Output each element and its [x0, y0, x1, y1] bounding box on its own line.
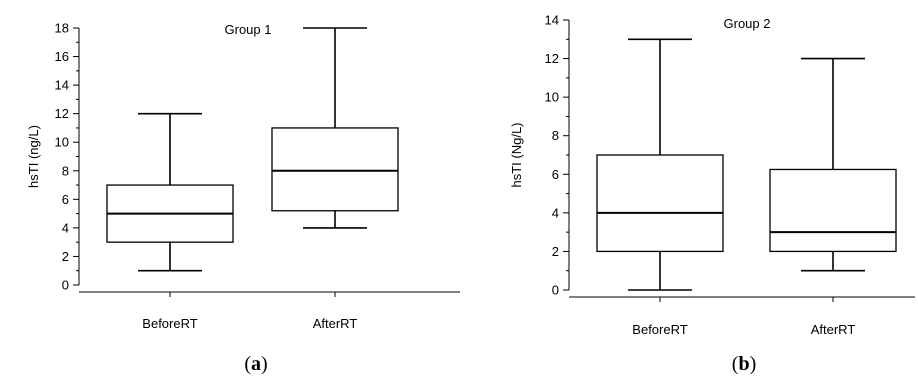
y-tick-label: 0: [62, 278, 69, 293]
y-tick-label: 0: [552, 283, 559, 298]
y-tick-label: 6: [552, 167, 559, 182]
panel-label: (a): [244, 353, 267, 375]
y-tick-label: 4: [552, 205, 559, 220]
y-tick-label: 14: [545, 13, 559, 28]
y-tick-label: 10: [55, 135, 69, 150]
y-tick-label: 4: [62, 220, 69, 235]
y-tick-label: 18: [55, 21, 69, 36]
category-label: AfterRT: [313, 316, 358, 331]
y-tick-label: 12: [545, 51, 559, 66]
panel-label: (b): [732, 353, 756, 375]
y-axis-label: hsTI (ng/L): [26, 125, 41, 188]
panel-a: 0 2 4 6 8 10 12 14 16 18 hsTI (ng/L) Group 1 BeforeR…: [26, 21, 460, 375]
y-tick-label: 2: [62, 249, 69, 264]
category-label: BeforeRT: [632, 322, 687, 337]
y-tick-label: 2: [552, 244, 559, 259]
y-tick-label: 14: [55, 78, 69, 93]
group-title: Group 2: [724, 16, 771, 31]
y-tick-label: 6: [62, 192, 69, 207]
box-iqr: [596, 154, 724, 253]
y-tick-label: 10: [545, 90, 559, 105]
box-iqr: [769, 168, 897, 253]
box-iqr: [271, 127, 399, 212]
panel-b: 0 2 4 6 8 10 12 14 hsTI (Ng/L) Group 2 BeforeRT Aft…: [509, 13, 915, 375]
y-tick-label: 12: [55, 106, 69, 121]
category-label: BeforeRT: [142, 316, 197, 331]
category-label: AfterRT: [811, 322, 856, 337]
group-title: Group 1: [225, 22, 272, 37]
y-axis-label: hsTI (Ng/L): [509, 122, 524, 187]
y-tick-label: 8: [62, 163, 69, 178]
y-tick-label: 8: [552, 128, 559, 143]
y-tick-label: 16: [55, 49, 69, 64]
